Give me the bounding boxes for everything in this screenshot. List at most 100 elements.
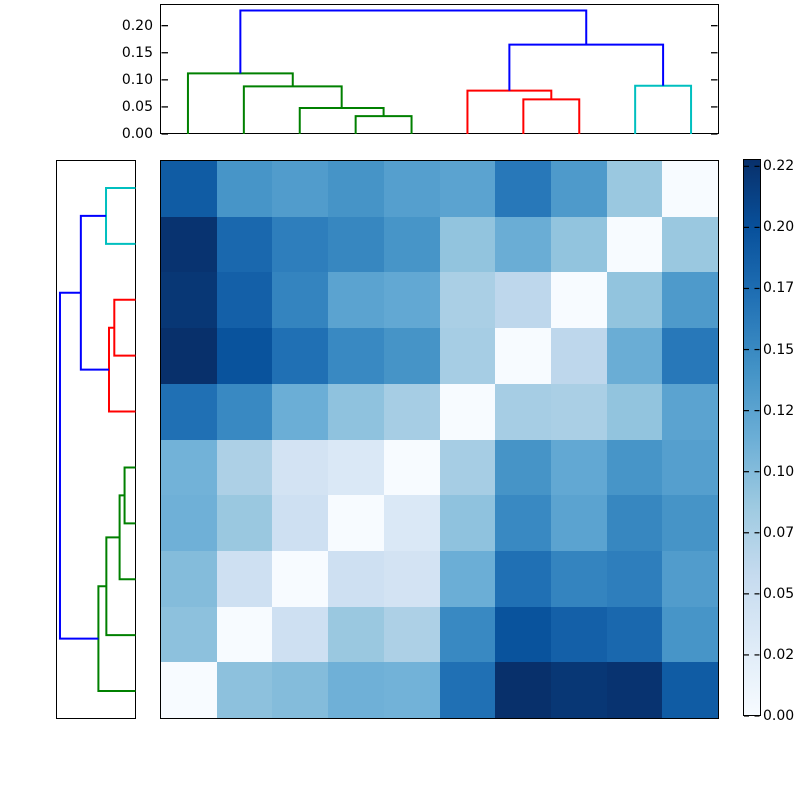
heatmap-cell [550, 550, 607, 607]
top-axis-tick-label: 0.00 [121, 126, 153, 142]
heatmap-cell [161, 550, 217, 607]
heatmap-cell [495, 662, 551, 718]
heatmap-cell [161, 439, 217, 496]
colorbar-tick-label: 0.12 [763, 402, 795, 419]
heatmap-cell [495, 216, 551, 273]
heatmap-cell [216, 161, 273, 217]
heatmap-cell [383, 439, 440, 496]
heatmap-cell [216, 439, 273, 496]
heatmap-cell [272, 550, 329, 607]
heatmap-cell [216, 272, 273, 329]
heatmap-cell [272, 161, 329, 217]
heatmap-cell [495, 495, 551, 551]
top-axis-tick-label: 0.20 [121, 17, 153, 34]
heatmap-cell [550, 328, 607, 384]
heatmap-cell [439, 439, 496, 496]
heatmap-cell [495, 550, 551, 607]
heatmap-cell [328, 662, 384, 718]
heatmap-cell [439, 495, 496, 551]
heatmap-cell [216, 216, 273, 273]
heatmap-cell [383, 606, 440, 663]
heatmap-cell [606, 216, 663, 273]
heatmap-cell [216, 606, 273, 663]
heatmap-cell [439, 606, 496, 663]
heatmap-cell [161, 216, 217, 273]
heatmap-cell [328, 216, 384, 273]
heatmap-cell [216, 328, 273, 384]
heatmap-cell [328, 606, 384, 663]
left-dendrogram-panel [56, 160, 136, 719]
heatmap-cell [272, 662, 329, 718]
colorbar-tick-label: 0.22 [763, 158, 795, 175]
heatmap-cell [383, 328, 440, 384]
heatmap-cell [383, 383, 440, 440]
heatmap-cell [161, 662, 217, 718]
heatmap-cell [662, 328, 718, 384]
heatmap-cell [495, 383, 551, 440]
heatmap-cell [439, 216, 496, 273]
heatmap-cell [383, 550, 440, 607]
heatmap-cell [383, 272, 440, 329]
heatmap-cell [495, 161, 551, 217]
colorbar-tick-label: 0.00 [763, 708, 795, 724]
heatmap-cell [161, 606, 217, 663]
heatmap-cell [216, 662, 273, 718]
top-axis-tick-label: 0.05 [121, 98, 153, 115]
heatmap-cell [328, 328, 384, 384]
heatmap-cell [272, 439, 329, 496]
heatmap-cell [161, 328, 217, 384]
heatmap-cell [161, 161, 217, 217]
heatmap-cell [439, 550, 496, 607]
heatmap-cell [272, 272, 329, 329]
heatmap-cell [216, 383, 273, 440]
heatmap-cell [550, 216, 607, 273]
heatmap-cell [161, 495, 217, 551]
heatmap-cell [328, 495, 384, 551]
heatmap-cell [328, 383, 384, 440]
heatmap-cell [550, 606, 607, 663]
heatmap-cell [439, 272, 496, 329]
heatmap-cell [328, 439, 384, 496]
heatmap-cell [328, 272, 384, 329]
heatmap-cell [161, 383, 217, 440]
heatmap-cell [606, 383, 663, 440]
colorbar-tick-label: 0.10 [763, 463, 795, 480]
heatmap-cell [495, 272, 551, 329]
heatmap-cell [216, 550, 273, 607]
heatmap-cell [550, 272, 607, 329]
colorbar-tick-label: 0.05 [763, 585, 795, 602]
heatmap-cell [272, 328, 329, 384]
heatmap-cell [662, 550, 718, 607]
heatmap-cell [272, 606, 329, 663]
heatmap-cell [550, 161, 607, 217]
heatmap-cell [272, 216, 329, 273]
heatmap-cell [606, 161, 663, 217]
heatmap-cell [439, 161, 496, 217]
colorbar-tick-label: 0.02 [763, 646, 795, 663]
heatmap-cell [216, 495, 273, 551]
colorbar [743, 159, 761, 716]
heatmap-cell [606, 662, 663, 718]
colorbar-tick-label: 0.07 [763, 524, 795, 541]
heatmap-cell [272, 383, 329, 440]
heatmap-cell [662, 495, 718, 551]
heatmap-cell [662, 383, 718, 440]
heatmap-cell [606, 495, 663, 551]
heatmap-cell [328, 550, 384, 607]
heatmap-cell [550, 495, 607, 551]
top-dendrogram-panel [160, 4, 719, 134]
heatmap-cell [439, 383, 496, 440]
heatmap-cell [383, 662, 440, 718]
top-axis-tick-label: 0.15 [121, 44, 153, 61]
heatmap [160, 160, 719, 719]
heatmap-cell [662, 606, 718, 663]
heatmap-cell [439, 328, 496, 384]
heatmap-cell [550, 662, 607, 718]
heatmap-cell [662, 216, 718, 273]
heatmap-cell [272, 495, 329, 551]
colorbar-tick-label: 0.20 [763, 219, 795, 236]
heatmap-cell [161, 272, 217, 329]
heatmap-cell [606, 328, 663, 384]
heatmap-cell [495, 439, 551, 496]
